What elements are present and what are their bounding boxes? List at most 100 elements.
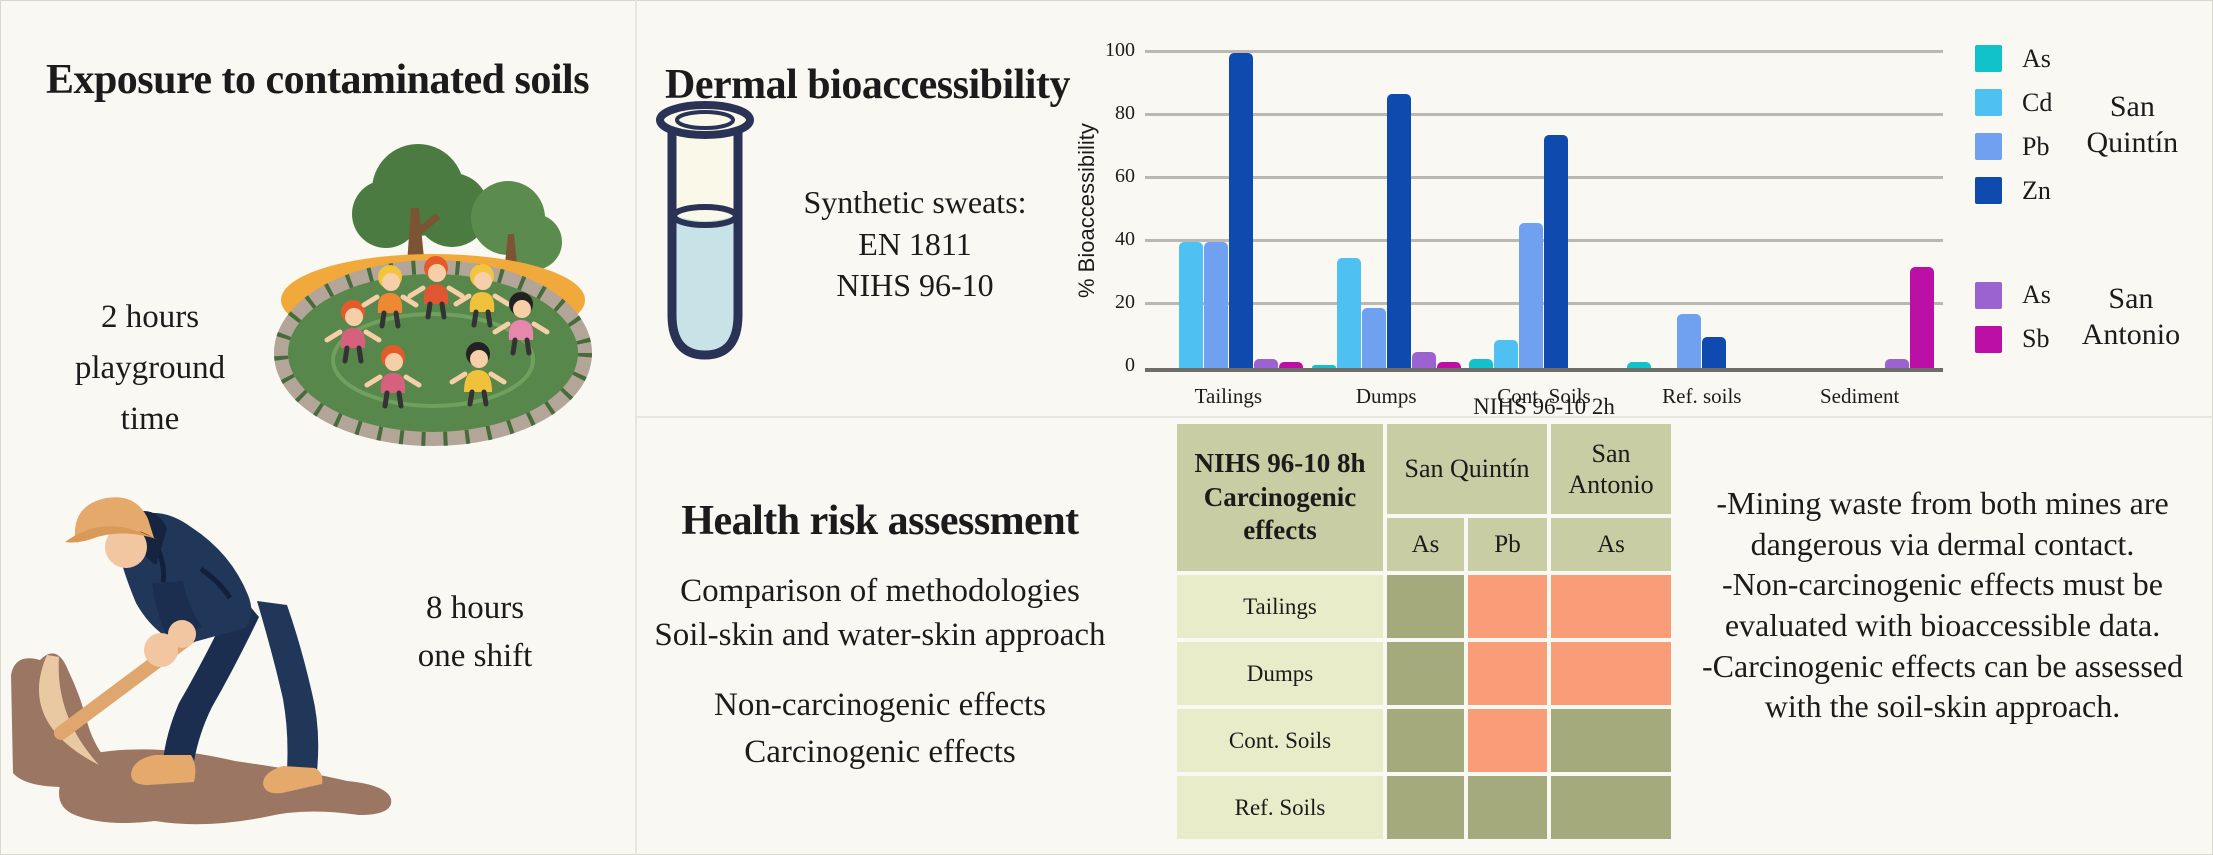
- playground-time-label: 2 hours playground time: [74, 299, 226, 438]
- bar-San Quintín-As-Ref. soils: [1627, 361, 1652, 368]
- bar-San Quintín-Pb-Dumps: [1361, 308, 1386, 368]
- legend-group-San Antonio: As Sb San Antonio: [1975, 280, 2198, 353]
- risk-cell-Dumps-Pb-risk: [1468, 642, 1547, 705]
- chart-x-axis-label: NIHS 96-10 2h: [1473, 394, 1615, 419]
- legend-entry-Zn: Zn: [1975, 175, 2052, 205]
- table-subheader-as-sq: As: [1387, 518, 1464, 571]
- risk-cell-Tailings-Pb-risk: [1468, 575, 1547, 638]
- legend-entry-As: As: [1975, 43, 2052, 73]
- bar-San Quintín-Pb-Ref. soils: [1677, 314, 1702, 368]
- risk-cell-Cont. Soils-Pb-risk: [1468, 709, 1547, 772]
- y-tick-80: 80: [1115, 102, 1135, 124]
- bar-group-Sediment: Sediment: [1785, 53, 1935, 408]
- bar-San Quintín-Cd-Dumps: [1336, 257, 1361, 368]
- bar-San Quintín-Cd-Cont. Soils: [1494, 339, 1519, 368]
- category-label-Ref. soils: Ref. soils: [1662, 384, 1742, 408]
- bar-San Antonio-Sb-Sediment: [1910, 267, 1935, 368]
- conclusions-text: -Mining waste from both mines are danger…: [1702, 485, 2183, 725]
- legend-label-Cd: Cd: [2022, 87, 2053, 117]
- y-tick-40: 40: [1115, 228, 1135, 250]
- children-playing-illustration: [274, 144, 592, 446]
- dirt-ground: [59, 749, 392, 825]
- gridline-20: [1145, 302, 1943, 305]
- methodology-text: Comparison of methodologies Soil-skin an…: [654, 573, 1106, 653]
- bar-group-Cont. Soils: Cont. Soils: [1469, 53, 1618, 408]
- legend-group-San Quintín: As Cd Pb Zn San Quintín: [1975, 43, 2198, 205]
- legend-swatch-Cd: [1975, 89, 2002, 116]
- legend-swatch-As: [1975, 281, 2002, 309]
- y-tick-60: 60: [1115, 165, 1135, 187]
- legend-swatch-As: [1975, 45, 2002, 72]
- legend-entry-As: As: [1975, 280, 2051, 309]
- y-tick-100: 100: [1105, 39, 1135, 61]
- table-group-san-quintin: San Quintín: [1387, 424, 1547, 514]
- bar-San Quintín-Zn-Ref. soils: [1702, 336, 1727, 368]
- risk-cell-Tailings-As-safe: [1387, 575, 1464, 638]
- legend-site-label: San Antonio: [2081, 282, 2181, 351]
- effects-text: Non-carcinogenic effects Carcinogenic ef…: [714, 687, 1046, 770]
- risk-cell-Dumps-As-risk: [1551, 642, 1671, 705]
- health-risk-title: Health risk assessment: [681, 497, 1079, 544]
- dermal-title: Dermal bioaccessibility: [665, 61, 1070, 108]
- miner-figure: [65, 497, 323, 794]
- y-tick-20: 20: [1115, 291, 1135, 313]
- legend-label-As: As: [2022, 280, 2051, 309]
- bioaccessibility-chart: % Bioaccessibility 0 20 40 60 80 100 Tailings D…: [1074, 0, 2213, 419]
- test-tube-illustration: [656, 101, 754, 360]
- chart-legend: As Cd Pb Zn San Quintín As Sb San Antonio: [1975, 43, 2198, 353]
- x-axis-line: [1145, 368, 1943, 372]
- chart-y-axis-label: % Bioaccessibility: [1074, 123, 1099, 298]
- legend-entry-Cd: Cd: [1975, 87, 2053, 117]
- shift-label: 8 hours one shift: [417, 590, 533, 674]
- risk-cell-Ref. Soils-As-safe: [1551, 776, 1671, 839]
- risk-cell-Cont. Soils-As-safe: [1551, 709, 1671, 772]
- bar-San Quintín-Zn-Tailings: [1228, 53, 1253, 368]
- risk-cell-Ref. Soils-As-safe: [1387, 776, 1464, 839]
- gridline-40: [1145, 239, 1943, 242]
- bar-San Antonio-As-Sediment: [1885, 358, 1910, 368]
- risk-cell-Dumps-As-safe: [1387, 642, 1464, 705]
- horizontal-divider: [635, 416, 2213, 418]
- table-row-label-Cont. Soils: Cont. Soils: [1177, 709, 1383, 772]
- legend-label-Zn: Zn: [2022, 175, 2051, 205]
- bar-group-Dumps: Dumps: [1311, 53, 1461, 408]
- y-tick-0: 0: [1125, 354, 1135, 376]
- risk-cell-Ref. Soils-Pb-safe: [1468, 776, 1547, 839]
- bar-San Quintín-As-Cont. Soils: [1469, 358, 1494, 368]
- table-title-cell: NIHS 96-10 8h Carcinogenic effects: [1177, 424, 1383, 571]
- bar-San Quintín-Zn-Cont. Soils: [1544, 134, 1569, 368]
- risk-cell-Tailings-As-risk: [1551, 575, 1671, 638]
- carcinogenic-effects-table: NIHS 96-10 8h Carcinogenic effects San Q…: [1177, 424, 1671, 839]
- legend-entry-Pb: Pb: [1975, 131, 2052, 161]
- legend-label-Pb: Pb: [2022, 131, 2050, 161]
- gridline-100: [1145, 50, 1943, 53]
- table-subheader-as-sa: As: [1551, 518, 1671, 571]
- bar-San Quintín-Pb-Cont. Soils: [1519, 223, 1544, 368]
- gridline-80: [1145, 113, 1943, 116]
- bar-San Quintín-Zn-Dumps: [1386, 93, 1411, 368]
- legend-entry-Sb: Sb: [1975, 324, 2051, 353]
- bar-San Quintín-As-Dumps: [1311, 364, 1336, 368]
- synthetic-sweats-label: Synthetic sweats: EN 1811 NIHS 96-10: [803, 184, 1027, 304]
- bar-San Antonio-As-Tailings: [1253, 358, 1278, 368]
- category-label-Sediment: Sediment: [1819, 384, 1900, 408]
- legend-site-label: San Quintín: [2086, 89, 2179, 159]
- miner-illustration: [11, 497, 392, 825]
- legend-swatch-Zn: [1975, 177, 2002, 204]
- children-ring: [324, 256, 550, 409]
- legend-swatch-Pb: [1975, 133, 2002, 160]
- table-group-san-antonio: San Antonio: [1551, 424, 1671, 514]
- gridline-60: [1145, 176, 1943, 179]
- bar-San Antonio-Sb-Dumps: [1436, 361, 1461, 368]
- table-row-label-Ref. Soils: Ref. Soils: [1177, 776, 1383, 839]
- category-label-Cont. Soils: Cont. Soils: [1497, 384, 1591, 408]
- risk-cell-Cont. Soils-As-safe: [1387, 709, 1464, 772]
- bar-group-Ref. soils: Ref. soils: [1627, 53, 1776, 408]
- vertical-divider: [635, 0, 637, 855]
- bar-San Antonio-Sb-Tailings: [1278, 361, 1303, 368]
- bar-San Quintín-Pb-Tailings: [1203, 242, 1228, 368]
- legend-label-As: As: [2022, 43, 2051, 73]
- chart-plot-area: 0 20 40 60 80 100 Tailings Dumps Cont. Soils Ref.…: [1105, 39, 1943, 408]
- category-label-Dumps: Dumps: [1355, 384, 1417, 408]
